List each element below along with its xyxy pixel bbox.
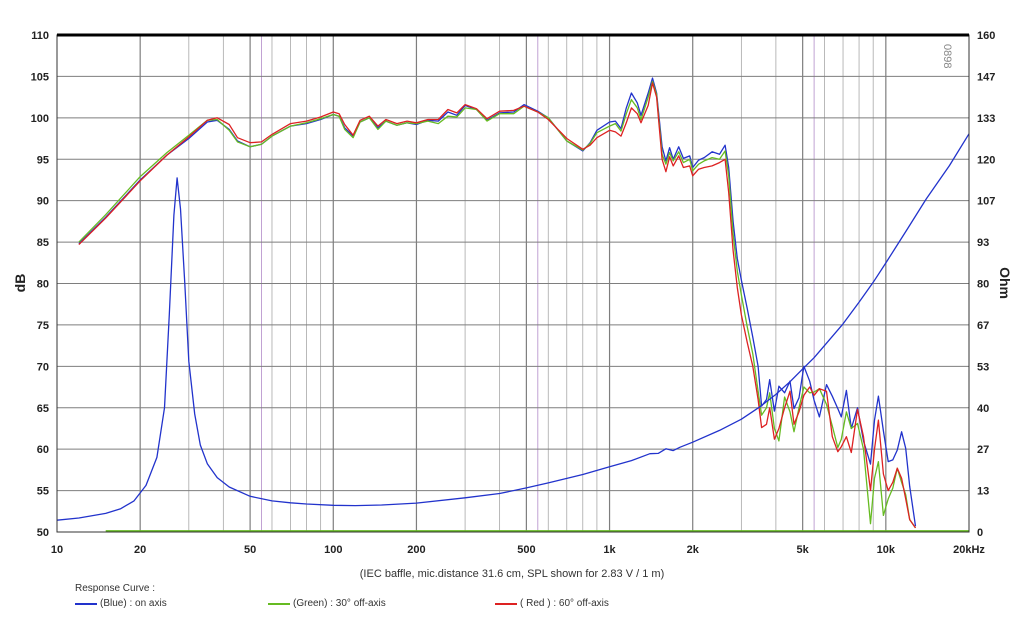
y2-axis-label: Ohm — [997, 267, 1013, 299]
x-tick-label: 10k — [877, 544, 896, 556]
y2-tick-label: 40 — [977, 403, 989, 415]
grid — [57, 35, 969, 532]
legend-label-red: ( Red ) : 60° off-axis — [520, 598, 609, 609]
y-tick-labels: 110 105 100 95 90 85 80 75 70 65 60 55 50 — [31, 30, 49, 539]
series-line-3 — [56, 133, 970, 521]
y2-tick-label: 13 — [977, 486, 989, 498]
y-tick-label: 85 — [37, 237, 49, 249]
legend-title: Response Curve : — [75, 583, 156, 594]
legend-swatch-green — [268, 602, 290, 605]
y2-tick-label: 133 — [977, 113, 995, 125]
legend-swatch-red — [495, 602, 517, 605]
y-tick-label: 75 — [37, 320, 49, 332]
watermark-text: 0898 — [941, 44, 953, 68]
y2-tick-label: 67 — [977, 320, 989, 332]
chart-caption: (IEC baffle, mic.distance 31.6 cm, SPL s… — [359, 568, 665, 580]
y2-tick-label: 147 — [977, 71, 995, 83]
x-tick-labels: 10 20 50 100 200 500 1k 2k 5k 10k 20kHz — [51, 544, 986, 556]
x-tick-label: 10 — [51, 544, 63, 556]
y-tick-label: 90 — [37, 196, 49, 208]
y-tick-label: 110 — [31, 30, 49, 42]
y-tick-label: 80 — [37, 279, 49, 291]
y-tick-label: 60 — [37, 444, 49, 456]
y-axis-label: dB — [12, 274, 28, 293]
y2-tick-label: 93 — [977, 237, 989, 249]
x-tick-label: 100 — [324, 544, 342, 556]
legend-item-green: (Green) : 30° off-axis — [268, 598, 386, 609]
x-tick-label: 200 — [407, 544, 425, 556]
x-tick-label: 20kHz — [953, 544, 985, 556]
y2-tick-labels: 160 147 133 120 107 93 80 67 53 40 27 13 0 — [977, 30, 995, 539]
x-tick-label: 500 — [517, 544, 535, 556]
legend-item-blue: (Blue) : on axis — [75, 598, 167, 609]
legend-swatch-blue — [75, 602, 97, 605]
y-tick-label: 95 — [37, 154, 49, 166]
y2-tick-label: 107 — [977, 196, 995, 208]
y-tick-label: 105 — [31, 71, 49, 83]
x-tick-label: 50 — [244, 544, 256, 556]
y2-tick-label: 80 — [977, 279, 989, 291]
y-tick-label: 70 — [37, 361, 49, 373]
y-tick-label: 50 — [37, 527, 49, 539]
series-group — [56, 77, 970, 532]
x-tick-label: 5k — [797, 544, 810, 556]
legend-label-green: (Green) : 30° off-axis — [293, 598, 386, 609]
x-tick-label: 1k — [603, 544, 616, 556]
y-tick-label: 55 — [37, 486, 49, 498]
series-line-2 — [78, 82, 917, 529]
watermark: 0898 — [941, 44, 953, 68]
legend-item-red: ( Red ) : 60° off-axis — [495, 598, 609, 609]
y2-tick-label: 0 — [977, 527, 983, 539]
y2-tick-label: 53 — [977, 361, 989, 373]
y2-tick-label: 120 — [977, 154, 995, 166]
legend-label-blue: (Blue) : on axis — [100, 598, 167, 609]
y2-tick-label: 160 — [977, 30, 995, 42]
y2-tick-label: 27 — [977, 444, 989, 456]
y-tick-label: 65 — [37, 403, 49, 415]
x-tick-label: 20 — [134, 544, 146, 556]
x-tick-label: 2k — [687, 544, 700, 556]
y-tick-label: 100 — [31, 113, 49, 125]
